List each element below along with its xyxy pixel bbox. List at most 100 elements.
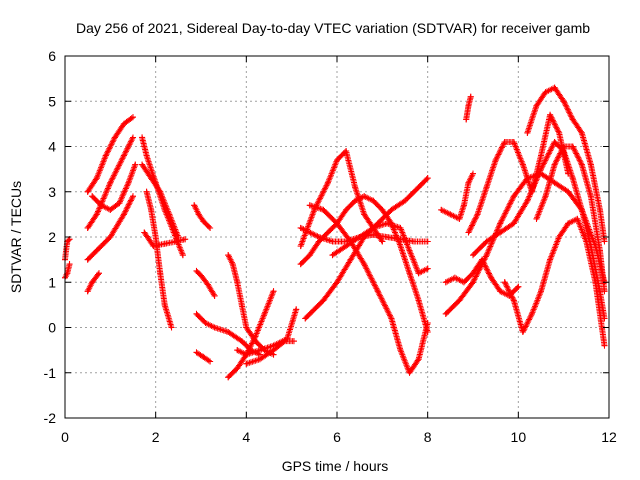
data-point <box>560 98 567 105</box>
data-points <box>62 84 608 381</box>
data-point <box>343 148 350 155</box>
data-point <box>256 347 263 354</box>
data-point <box>125 179 132 186</box>
data-point <box>161 240 168 247</box>
data-point <box>510 138 517 145</box>
data-point <box>528 310 535 317</box>
data-point <box>460 202 467 209</box>
y-tick-label: 2 <box>48 229 56 245</box>
data-point <box>211 324 218 331</box>
data-point <box>182 236 189 243</box>
data-point <box>234 279 241 286</box>
series-s19 <box>243 338 297 367</box>
series-s24 <box>306 202 431 376</box>
series-s02 <box>62 261 73 281</box>
y-tick-label: 1 <box>48 274 56 290</box>
data-point <box>130 193 136 200</box>
series-s12 <box>191 202 214 231</box>
data-point <box>120 120 127 127</box>
data-point <box>238 301 245 308</box>
data-point <box>569 116 576 123</box>
data-point <box>551 179 558 186</box>
data-point <box>324 229 331 236</box>
series-s05 <box>84 193 136 263</box>
data-point <box>191 202 198 209</box>
data-point <box>120 152 127 159</box>
data-point <box>225 374 232 381</box>
data-point <box>343 206 350 213</box>
data-point <box>465 179 472 186</box>
data-point <box>442 310 449 317</box>
data-point <box>397 243 404 250</box>
data-point <box>93 247 100 254</box>
data-point <box>225 329 232 336</box>
data-point <box>501 138 508 145</box>
data-point <box>406 270 413 277</box>
data-point <box>583 238 590 245</box>
data-point <box>601 342 608 349</box>
data-point <box>229 261 236 268</box>
data-point <box>306 202 313 209</box>
data-point <box>397 236 404 243</box>
data-point <box>320 297 327 304</box>
data-point <box>143 152 150 159</box>
data-point <box>578 206 585 213</box>
x-tick-label: 10 <box>511 429 527 445</box>
data-point <box>538 166 544 173</box>
data-point <box>601 238 608 245</box>
data-point <box>157 270 164 277</box>
data-point <box>252 333 259 340</box>
series-s27 <box>463 93 474 123</box>
data-point <box>379 238 386 245</box>
data-point <box>179 252 186 259</box>
data-point <box>107 234 114 240</box>
data-point <box>334 279 340 286</box>
data-point <box>601 288 608 295</box>
data-point <box>139 161 146 168</box>
data-point <box>148 206 155 213</box>
data-point <box>383 220 390 227</box>
x-axis-label: GPS time / hours <box>282 458 389 474</box>
x-tick-label: 12 <box>601 429 617 445</box>
data-point <box>270 347 277 354</box>
data-point <box>519 161 526 168</box>
data-point <box>483 184 490 191</box>
data-point <box>329 252 336 259</box>
data-point <box>587 161 594 168</box>
data-point <box>542 193 549 200</box>
data-point <box>84 256 91 263</box>
data-point <box>374 288 381 295</box>
data-point <box>293 306 300 313</box>
data-point <box>343 243 350 250</box>
data-point <box>415 297 422 304</box>
data-point <box>143 188 150 195</box>
data-point <box>538 288 544 295</box>
y-axis-label: SDTVAR / TECUs <box>8 181 24 293</box>
data-point <box>488 274 495 281</box>
data-point <box>168 324 175 331</box>
series-s15 <box>193 349 214 365</box>
grid-lines <box>65 56 609 418</box>
data-point <box>107 179 114 186</box>
data-point <box>297 224 304 231</box>
data-point <box>424 265 431 272</box>
data-point <box>383 234 390 240</box>
data-point <box>424 238 431 245</box>
data-point <box>166 211 173 218</box>
data-point <box>565 188 572 195</box>
data-point <box>234 347 241 354</box>
data-point <box>329 238 336 245</box>
data-point <box>465 102 472 109</box>
data-point <box>497 229 504 236</box>
data-point <box>587 193 594 200</box>
data-point <box>270 288 277 295</box>
data-point <box>148 175 155 182</box>
data-point <box>84 224 91 231</box>
data-point <box>415 270 422 277</box>
data-point <box>551 84 558 91</box>
data-point <box>193 349 200 356</box>
x-tick-label: 2 <box>152 429 160 445</box>
data-point <box>415 356 422 363</box>
chart-title: Day 256 of 2021, Sidereal Day-to-day VTE… <box>76 20 590 36</box>
data-point <box>132 161 139 168</box>
